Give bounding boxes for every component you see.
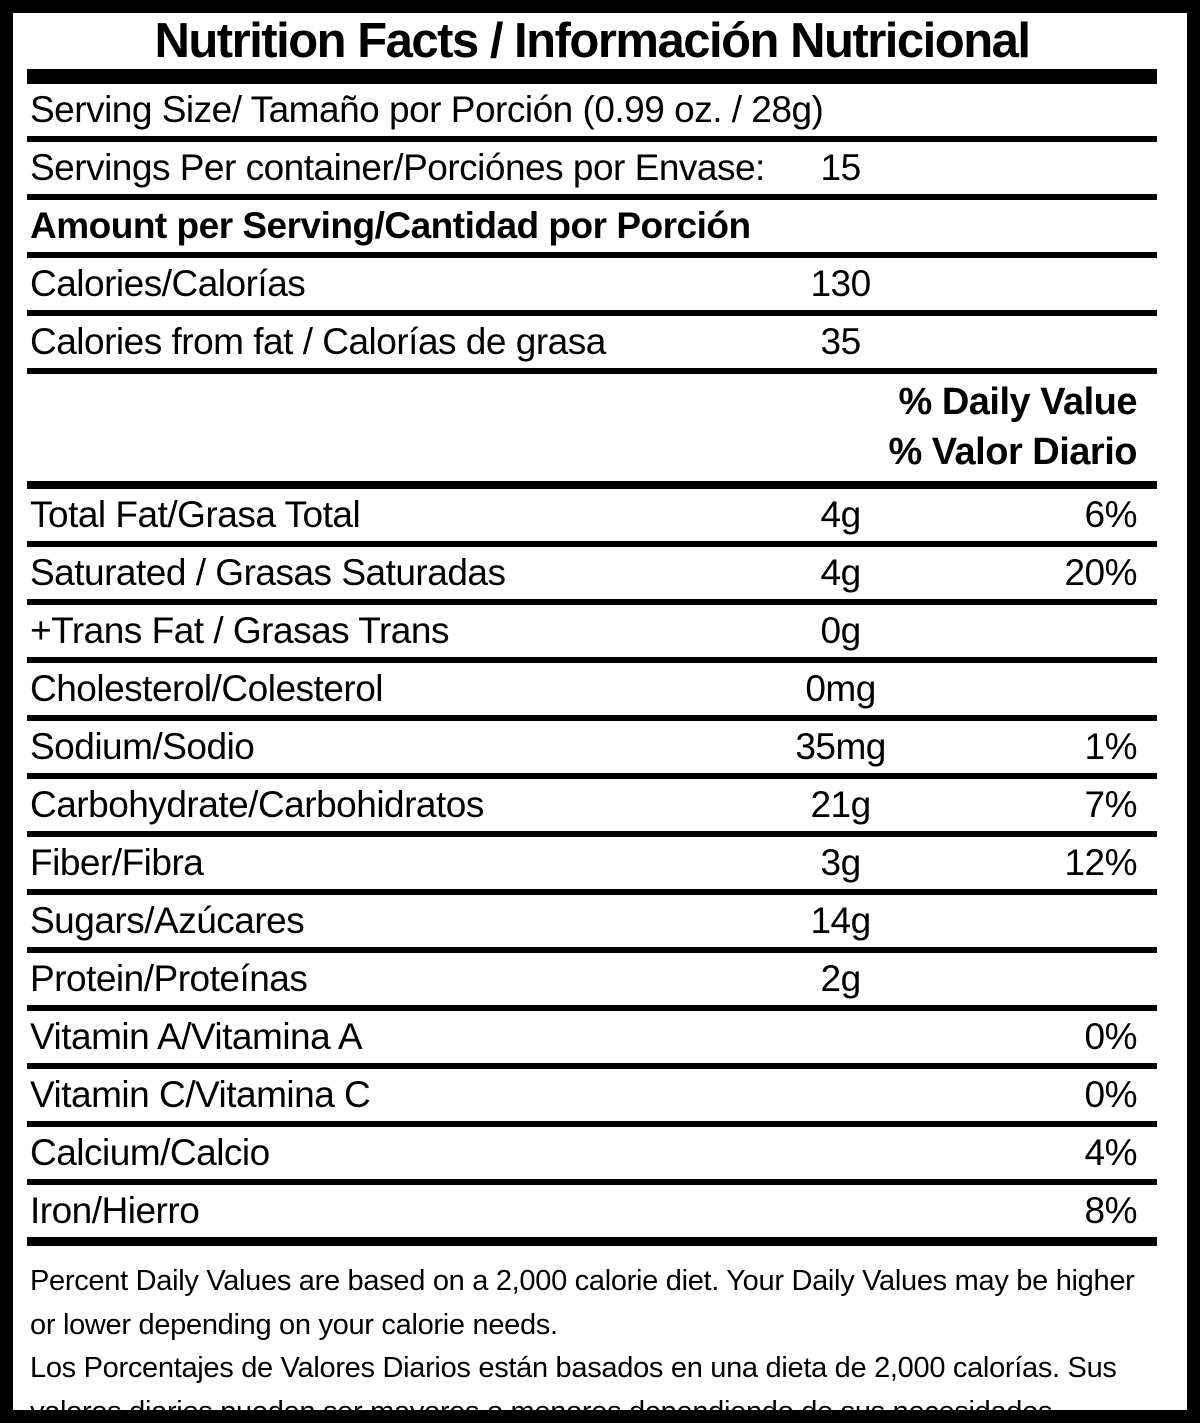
energy-row: Calories/Calorías 130 <box>27 258 1157 316</box>
nutrient-row-amount: 4g <box>820 494 862 535</box>
nutrient-row: Vitamin C/Vitamina C 0% <box>27 1069 1157 1127</box>
energy-row-amount: 130 <box>810 263 871 304</box>
nutrient-row: Total Fat/Grasa Total 4g 6% <box>27 489 1157 547</box>
energy-rows-section: Calories/Calorías 130 Calories from fat … <box>27 258 1157 374</box>
footnote: Percent Daily Values are based on a 2,00… <box>27 1246 1157 1423</box>
serving-size-row: Serving Size/ Tamaño por Porción (0.99 o… <box>27 84 1157 142</box>
nutrient-row-label: Calcium/Calcio <box>30 1132 270 1173</box>
nutrient-row: Iron/Hierro 8% <box>27 1185 1157 1246</box>
nutrient-row: Cholesterol/Colesterol 0mg <box>27 663 1157 721</box>
servings-per-container-value: 15 <box>820 147 862 188</box>
amount-per-serving-row: Amount per Serving/Cantidad por Porción <box>27 200 1157 258</box>
nutrient-row-percent: 0% <box>1084 1074 1138 1115</box>
nutrient-row-percent: 0% <box>1084 1016 1138 1057</box>
nutrient-row: +Trans Fat / Grasas Trans 0g <box>27 605 1157 663</box>
nutrient-row-label: Saturated / Grasas Saturadas <box>30 552 506 593</box>
nutrient-row-amount: 4g <box>820 552 862 593</box>
nutrient-row-amount: 0g <box>820 610 862 651</box>
nutrient-row-label: Total Fat/Grasa Total <box>30 494 361 535</box>
nutrient-row-label: Iron/Hierro <box>30 1190 200 1231</box>
nutrient-row: Protein/Proteínas 2g <box>27 953 1157 1011</box>
nutrient-row-amount: 21g <box>810 784 871 825</box>
nutrient-row: Saturated / Grasas Saturadas 4g 20% <box>27 547 1157 605</box>
nutrient-row-label: Vitamin C/Vitamina C <box>30 1074 371 1115</box>
daily-value-header-en: % Daily Value <box>898 381 1137 423</box>
nutrient-row-label: Cholesterol/Colesterol <box>30 668 384 709</box>
nutrient-row-percent: 20% <box>1064 552 1137 593</box>
nutrient-row-label: Protein/Proteínas <box>30 958 308 999</box>
nutrient-row: Sugars/Azúcares 14g <box>27 895 1157 953</box>
servings-per-container-label: Servings Per container/Porciónes por Env… <box>30 147 765 188</box>
nutrient-row-percent: 4% <box>1084 1132 1138 1173</box>
nutrient-row-label: +Trans Fat / Grasas Trans <box>30 610 449 651</box>
energy-row-label: Calories from fat / Calorías de grasa <box>30 321 606 362</box>
nutrient-row-percent: 7% <box>1084 784 1138 825</box>
energy-row-amount: 35 <box>820 321 862 362</box>
nutrient-row-percent: 8% <box>1084 1190 1138 1231</box>
nutrient-row: Calcium/Calcio 4% <box>27 1127 1157 1185</box>
nutrient-row: Carbohydrate/Carbohidratos 21g 7% <box>27 779 1157 837</box>
nutrient-row-label: Carbohydrate/Carbohidratos <box>30 784 484 825</box>
nutrient-rows-section: Total Fat/Grasa Total 4g 6% Saturated / … <box>27 489 1157 1246</box>
footnote-english: Percent Daily Values are based on a 2,00… <box>30 1265 1135 1341</box>
nutrient-row-label: Fiber/Fibra <box>30 842 204 883</box>
energy-row-label: Calories/Calorías <box>30 263 306 304</box>
nutrient-row-amount: 0mg <box>805 668 876 709</box>
nutrient-row-amount: 35mg <box>795 726 886 767</box>
daily-value-header-es: % Valor Diario <box>888 431 1137 473</box>
serving-size-label: Serving Size/ Tamaño por Porción (0.99 o… <box>30 89 824 130</box>
title-divider-bar <box>27 69 1157 84</box>
nutrient-row-percent: 1% <box>1084 726 1138 767</box>
label-title: Nutrition Facts / Información Nutriciona… <box>154 14 1031 68</box>
energy-row: Calories from fat / Calorías de grasa 35 <box>27 316 1157 374</box>
nutrient-row-label: Vitamin A/Vitamina A <box>30 1016 363 1057</box>
nutrient-row-label: Sugars/Azúcares <box>30 900 305 941</box>
daily-value-header: % Daily Value % Valor Diario <box>27 374 1157 489</box>
nutrient-row: Sodium/Sodio 35mg 1% <box>27 721 1157 779</box>
nutrient-row-amount: 2g <box>820 958 862 999</box>
footnote-spanish: Los Porcentajes de Valores Diarios están… <box>30 1352 1117 1423</box>
nutrient-row-percent: 12% <box>1064 842 1137 883</box>
nutrient-row-label: Sodium/Sodio <box>30 726 255 767</box>
amount-per-serving-label: Amount per Serving/Cantidad por Porción <box>30 205 751 246</box>
nutrient-row: Vitamin A/Vitamina A 0% <box>27 1011 1157 1069</box>
servings-per-container-row: Servings Per container/Porciónes por Env… <box>27 142 1157 200</box>
nutrient-row-amount: 3g <box>820 842 862 883</box>
nutrient-row-amount: 14g <box>810 900 871 941</box>
nutrient-row-percent: 6% <box>1084 494 1138 535</box>
nutrient-row: Fiber/Fibra 3g 12% <box>27 837 1157 895</box>
